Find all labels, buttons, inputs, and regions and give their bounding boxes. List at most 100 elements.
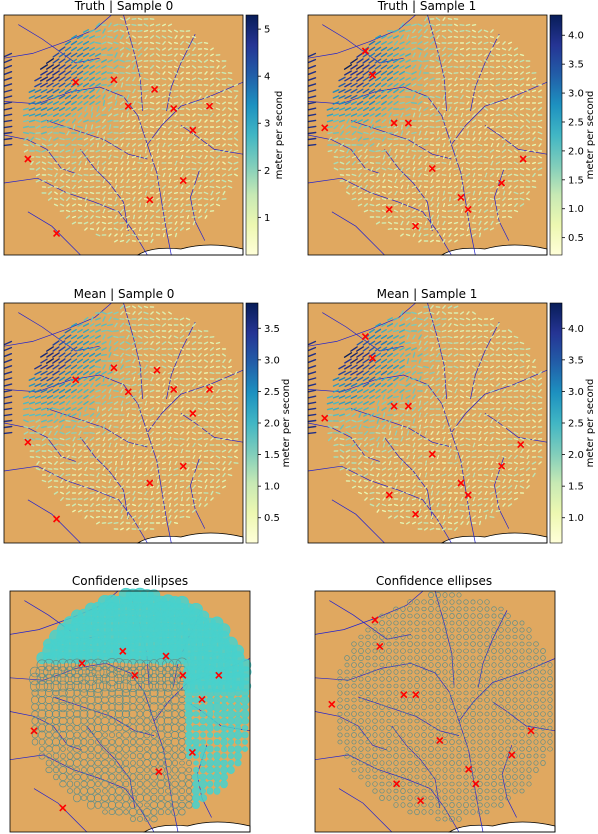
vector-arrow (429, 161, 435, 165)
vector-arrow (477, 89, 483, 93)
vector-arrow (374, 82, 382, 88)
vector-arrow (411, 77, 417, 81)
vector-arrow (382, 136, 386, 142)
vector-arrow (185, 209, 191, 213)
vector-arrow (338, 82, 346, 88)
vector-arrow (95, 444, 101, 446)
vector-arrow (477, 479, 483, 483)
vector-arrow (513, 378, 519, 380)
vector-arrow (448, 130, 452, 136)
vector-arrow (107, 221, 113, 225)
vector-arrow (113, 59, 119, 63)
vector-arrow (191, 497, 197, 501)
vector-arrow (448, 89, 452, 93)
vector-arrow (35, 125, 41, 129)
vector-arrow (357, 438, 363, 440)
vector-arrow (95, 233, 101, 237)
vector-arrow (405, 474, 411, 476)
vector-arrow (514, 107, 518, 111)
vector-arrow (46, 64, 54, 70)
sea (136, 244, 244, 256)
vector-arrow (113, 480, 119, 482)
vector-arrow (46, 94, 54, 100)
colorbar-tick-label: 2.0 (568, 450, 584, 461)
vector-arrow (173, 179, 179, 183)
vector-arrow (221, 95, 227, 99)
vector-arrow (71, 100, 77, 106)
vector-arrow (77, 137, 83, 141)
vector-arrow (107, 203, 113, 207)
vector-arrow (460, 208, 464, 214)
vector-arrow (156, 478, 160, 484)
vector-arrow (47, 185, 53, 189)
vector-arrow (113, 522, 119, 524)
vector-arrow (35, 137, 41, 141)
vector-arrow (180, 71, 184, 75)
vector-arrow (418, 400, 422, 406)
vector-arrow (155, 65, 161, 69)
vector-arrow (227, 148, 233, 154)
vector-arrow (149, 41, 155, 45)
vector-arrow (387, 46, 393, 52)
panel-mean-sample-1: Mean | Sample 1 1.01.52.02.53.03.54.0 me… (307, 287, 596, 544)
vector-arrow (185, 41, 191, 45)
vector-arrow (332, 107, 340, 111)
vector-arrow (501, 137, 507, 141)
vector-arrow (40, 100, 48, 106)
vector-arrow (411, 47, 417, 51)
vector-arrow (203, 336, 209, 338)
vector-arrow (436, 52, 440, 58)
vector-arrow (173, 318, 179, 320)
vector-arrow (167, 107, 173, 111)
vector-arrow (222, 119, 226, 123)
vector-arrow (143, 317, 149, 321)
vector-arrow (76, 88, 84, 94)
vector-arrow (179, 65, 185, 69)
vector-arrow (307, 52, 317, 58)
vector-arrow (179, 353, 185, 357)
vector-arrow (477, 41, 483, 45)
vector-arrow (405, 443, 411, 447)
vector-arrow (215, 167, 221, 171)
vector-arrow (453, 173, 459, 177)
vector-arrow (513, 480, 519, 482)
vector-arrow (167, 359, 173, 363)
vector-arrow (173, 125, 179, 129)
vector-arrow (448, 508, 452, 514)
vector-arrow (197, 396, 203, 398)
vector-arrow (381, 143, 387, 147)
vector-arrow (490, 118, 494, 124)
vector-arrow (400, 112, 404, 118)
vector-arrow (483, 456, 489, 458)
vector-arrow (149, 324, 155, 326)
vector-arrow (465, 107, 471, 111)
vector-arrow (144, 166, 148, 172)
vector-arrow (52, 100, 60, 106)
vector-arrow (496, 119, 500, 123)
vector-arrow (459, 161, 465, 165)
vector-arrow (453, 89, 459, 93)
vector-arrow (483, 155, 489, 159)
vector-arrow (29, 425, 35, 429)
vector-arrow (132, 191, 136, 195)
vector-arrow (162, 142, 166, 148)
vector-arrow (191, 65, 197, 69)
vector-arrow (221, 185, 227, 189)
vector-arrow (48, 136, 52, 142)
vector-arrow (197, 107, 203, 111)
vector-arrow (495, 77, 501, 81)
vector-arrow (197, 161, 203, 165)
vector-arrow (84, 124, 88, 130)
vector-arrow (489, 101, 495, 105)
vector-arrow (501, 65, 507, 69)
vector-arrow (65, 449, 71, 453)
vector-arrow (119, 107, 125, 111)
vector-arrow (107, 149, 113, 153)
vector-arrow (465, 371, 471, 375)
vector-arrow (405, 107, 411, 111)
vector-arrow (155, 41, 161, 45)
vector-arrow (40, 113, 48, 117)
vector-arrow (471, 125, 477, 129)
vector-arrow (125, 65, 131, 69)
vector-arrow (307, 89, 317, 93)
